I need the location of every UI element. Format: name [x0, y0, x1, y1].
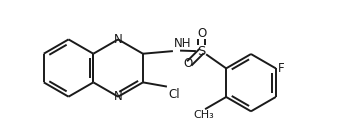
Text: N: N: [114, 33, 122, 46]
Text: Cl: Cl: [168, 88, 180, 101]
Text: S: S: [197, 45, 206, 58]
Text: N: N: [114, 90, 122, 103]
Text: O: O: [197, 27, 206, 40]
Text: O: O: [184, 57, 193, 70]
Text: F: F: [278, 62, 285, 75]
Text: CH₃: CH₃: [194, 110, 214, 120]
Text: NH: NH: [174, 37, 192, 50]
